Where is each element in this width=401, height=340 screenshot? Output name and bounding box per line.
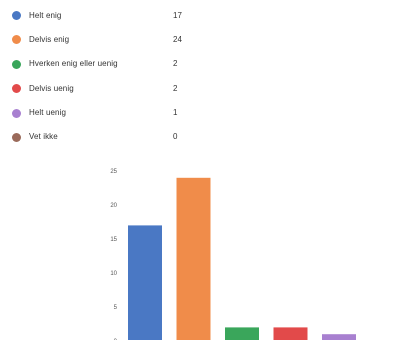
legend-count: 2 xyxy=(173,83,178,93)
bar-helt-uenig[interactable] xyxy=(322,334,356,340)
bar-hverken-enig-eller-uenig[interactable] xyxy=(225,327,259,340)
legend-dot xyxy=(12,108,21,118)
legend-count: 17 xyxy=(173,10,182,20)
y-tick-label: 25 xyxy=(110,169,117,175)
legend-count: 1 xyxy=(173,108,178,118)
y-tick-label: 5 xyxy=(114,305,118,311)
legend-dot xyxy=(12,59,21,69)
legend-label: Helt enig xyxy=(29,10,62,20)
legend-count: 0 xyxy=(173,132,178,142)
legend-item-delvis-uenig[interactable]: Delvis uenig 2 xyxy=(12,79,212,103)
legend-label: Vet ikke xyxy=(29,132,58,142)
legend-dot xyxy=(12,132,21,142)
y-tick-label: 10 xyxy=(110,271,117,277)
legend-label: Delvis uenig xyxy=(29,83,74,93)
bar-helt-enig[interactable] xyxy=(128,225,162,340)
legend-item-helt-enig[interactable]: Helt enig 17 xyxy=(12,6,212,30)
legend-count: 24 xyxy=(173,34,182,44)
y-tick-label: 20 xyxy=(110,203,117,209)
bar-delvis-enig[interactable] xyxy=(176,177,211,340)
legend-dot xyxy=(12,11,21,20)
legend-label: Delvis enig xyxy=(29,34,70,44)
legend-count: 2 xyxy=(173,59,178,69)
legend-label: Helt uenig xyxy=(29,108,67,118)
legend-item-helt-uenig[interactable]: Helt uenig 1 xyxy=(12,104,212,128)
legend-item-delvis-enig[interactable]: Delvis enig 24 xyxy=(12,30,212,54)
legend-dot xyxy=(12,84,21,94)
legend-item-vet-ikke[interactable]: Vet ikke 0 xyxy=(12,128,212,152)
legend-label: Hverken enig eller uenig xyxy=(29,59,118,69)
bar-delvis-uenig[interactable] xyxy=(273,327,308,340)
legend-item-hverken-enig-eller-uenig[interactable]: Hverken enig eller uenig 2 xyxy=(12,55,212,79)
y-tick-label: 15 xyxy=(110,237,117,243)
legend-dot xyxy=(12,35,21,45)
legend: Helt enig 17 Delvis enig 24 Hverken enig… xyxy=(12,6,212,152)
